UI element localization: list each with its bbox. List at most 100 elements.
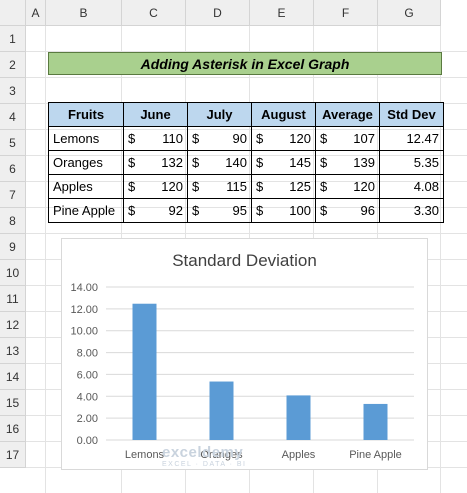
july-value: 95	[232, 203, 247, 218]
currency-symbol: $	[128, 203, 136, 218]
chart-plot-area[interactable]: 0.00 2.00 4.00 6.00 8.00 10.00 12.00 14.00 Lemon…	[62, 239, 427, 469]
currency-symbol: $	[256, 179, 264, 194]
std-dev-chart[interactable]: Standard Deviation 0.00 2.00 4.00 6.00 8.00 1…	[61, 238, 428, 470]
row-header-10[interactable]: 10	[0, 260, 26, 286]
currency-symbol: $	[320, 203, 328, 218]
currency-symbol: $	[256, 155, 264, 170]
header-july[interactable]: July	[187, 102, 252, 127]
july-cell[interactable]: $90	[187, 126, 252, 151]
average-cell[interactable]: $120	[315, 174, 380, 199]
currency-symbol: $	[128, 155, 136, 170]
y-tick-label: 8.00	[77, 348, 98, 360]
average-value: 107	[353, 131, 375, 146]
header-august[interactable]: August	[251, 102, 316, 127]
row-header-15[interactable]: 15	[0, 390, 26, 416]
std-dev-cell[interactable]: 5.35	[379, 150, 444, 175]
currency-symbol: $	[128, 131, 136, 146]
currency-symbol: $	[192, 155, 200, 170]
august-cell[interactable]: $100	[251, 198, 316, 223]
row-header-16[interactable]: 16	[0, 416, 26, 442]
y-tick-label: 2.00	[77, 413, 98, 425]
column-header-b[interactable]: B	[46, 0, 122, 26]
june-cell[interactable]: $110	[123, 126, 188, 151]
row-header-6[interactable]: 6	[0, 156, 26, 182]
average-cell[interactable]: $107	[315, 126, 380, 151]
table-row: Oranges $132 $140 $145 $139 5.35	[48, 150, 444, 175]
august-cell[interactable]: $120	[251, 126, 316, 151]
gridline	[26, 233, 467, 234]
bar-apples[interactable]	[286, 395, 311, 440]
july-cell[interactable]: $115	[187, 174, 252, 199]
sheet-title-cell[interactable]: Adding Asterisk in Excel Graph	[48, 52, 442, 75]
june-cell[interactable]: $132	[123, 150, 188, 175]
std-dev-cell[interactable]: 12.47	[379, 126, 444, 151]
gridline	[26, 51, 467, 52]
june-value: 92	[168, 203, 183, 218]
august-value: 125	[289, 179, 311, 194]
row-header-7[interactable]: 7	[0, 182, 26, 208]
select-all-corner[interactable]	[0, 0, 26, 26]
row-header-13[interactable]: 13	[0, 338, 26, 364]
y-tick-label: 10.00	[70, 326, 98, 338]
row-header-9[interactable]: 9	[0, 234, 26, 260]
bar-lemons[interactable]	[132, 303, 157, 440]
fruit-cell[interactable]: Oranges	[48, 150, 124, 175]
gridline	[26, 77, 467, 78]
bar-oranges[interactable]	[209, 381, 234, 440]
average-value: 120	[353, 179, 375, 194]
x-tick-label: Apples	[282, 449, 316, 461]
currency-symbol: $	[256, 203, 264, 218]
y-tick-label: 4.00	[77, 391, 98, 403]
row-header-5[interactable]: 5	[0, 130, 26, 156]
fruit-cell[interactable]: Lemons	[48, 126, 124, 151]
average-cell[interactable]: $139	[315, 150, 380, 175]
column-header-g[interactable]: G	[378, 0, 441, 26]
july-value: 115	[226, 179, 247, 194]
column-header-e[interactable]: E	[250, 0, 314, 26]
average-value: 139	[353, 155, 375, 170]
june-value: 120	[161, 179, 183, 194]
currency-symbol: $	[192, 131, 200, 146]
june-cell[interactable]: $92	[123, 198, 188, 223]
std-dev-cell[interactable]: 4.08	[379, 174, 444, 199]
row-header-12[interactable]: 12	[0, 312, 26, 338]
row-header-4[interactable]: 4	[0, 104, 26, 130]
header-average[interactable]: Average	[315, 102, 380, 127]
row-header-1[interactable]: 1	[0, 26, 26, 52]
header-std-dev[interactable]: Std Dev	[379, 102, 444, 127]
august-cell[interactable]: $125	[251, 174, 316, 199]
column-header-f[interactable]: F	[314, 0, 378, 26]
bar-pine-apple[interactable]	[363, 403, 388, 440]
chart-title[interactable]: Standard Deviation	[172, 251, 317, 270]
header-june[interactable]: June	[123, 102, 188, 127]
average-cell[interactable]: $96	[315, 198, 380, 223]
std-dev-cell[interactable]: 3.30	[379, 198, 444, 223]
row-header-3[interactable]: 3	[0, 78, 26, 104]
column-header-c[interactable]: C	[122, 0, 186, 26]
july-cell[interactable]: $140	[187, 150, 252, 175]
x-tick-label: Lemons	[125, 449, 165, 461]
row-header-14[interactable]: 14	[0, 364, 26, 390]
currency-symbol: $	[320, 155, 328, 170]
y-tick-label: 14.00	[70, 282, 98, 294]
column-header-a[interactable]: A	[26, 0, 46, 26]
currency-symbol: $	[320, 179, 328, 194]
row-header-2[interactable]: 2	[0, 52, 26, 78]
header-fruits[interactable]: Fruits	[48, 102, 124, 127]
currency-symbol: $	[128, 179, 136, 194]
august-cell[interactable]: $145	[251, 150, 316, 175]
row-header-11[interactable]: 11	[0, 286, 26, 312]
watermark-tagline: EXCEL · DATA · BI	[162, 461, 247, 468]
column-header-d[interactable]: D	[186, 0, 250, 26]
row-header-8[interactable]: 8	[0, 208, 26, 234]
june-value: 132	[161, 155, 183, 170]
july-cell[interactable]: $95	[187, 198, 252, 223]
row-header-17[interactable]: 17	[0, 442, 26, 468]
fruit-cell[interactable]: Apples	[48, 174, 124, 199]
fruit-cell[interactable]: Pine Apple	[48, 198, 124, 223]
august-value: 100	[289, 203, 311, 218]
y-tick-label: 12.00	[70, 304, 98, 316]
june-cell[interactable]: $120	[123, 174, 188, 199]
currency-symbol: $	[320, 131, 328, 146]
